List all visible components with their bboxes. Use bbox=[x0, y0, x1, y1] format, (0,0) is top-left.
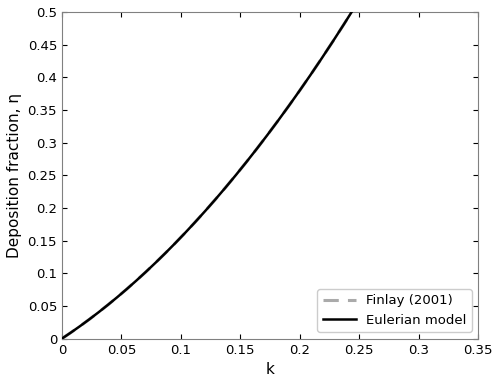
Finlay (2001) bbox=[59, 336, 65, 341]
Line: Eulerian model: Eulerian model bbox=[62, 0, 436, 339]
Eulerian model bbox=[59, 336, 65, 341]
Eulerian model bbox=[316, 60, 322, 65]
Eulerian model bbox=[351, 6, 357, 10]
Legend: Finlay (2001), Eulerian model: Finlay (2001), Eulerian model bbox=[317, 289, 472, 332]
Y-axis label: Deposition fraction, η: Deposition fraction, η bbox=[7, 93, 22, 258]
Finlay (2001) bbox=[316, 60, 322, 65]
Finlay (2001) bbox=[210, 199, 216, 204]
Line: Finlay (2001): Finlay (2001) bbox=[62, 0, 436, 339]
Finlay (2001) bbox=[351, 6, 357, 10]
Eulerian model bbox=[224, 184, 230, 188]
Finlay (2001) bbox=[224, 184, 230, 188]
X-axis label: k: k bbox=[266, 362, 274, 377]
Eulerian model bbox=[210, 199, 216, 204]
Eulerian model bbox=[97, 309, 103, 313]
Finlay (2001) bbox=[97, 309, 103, 313]
